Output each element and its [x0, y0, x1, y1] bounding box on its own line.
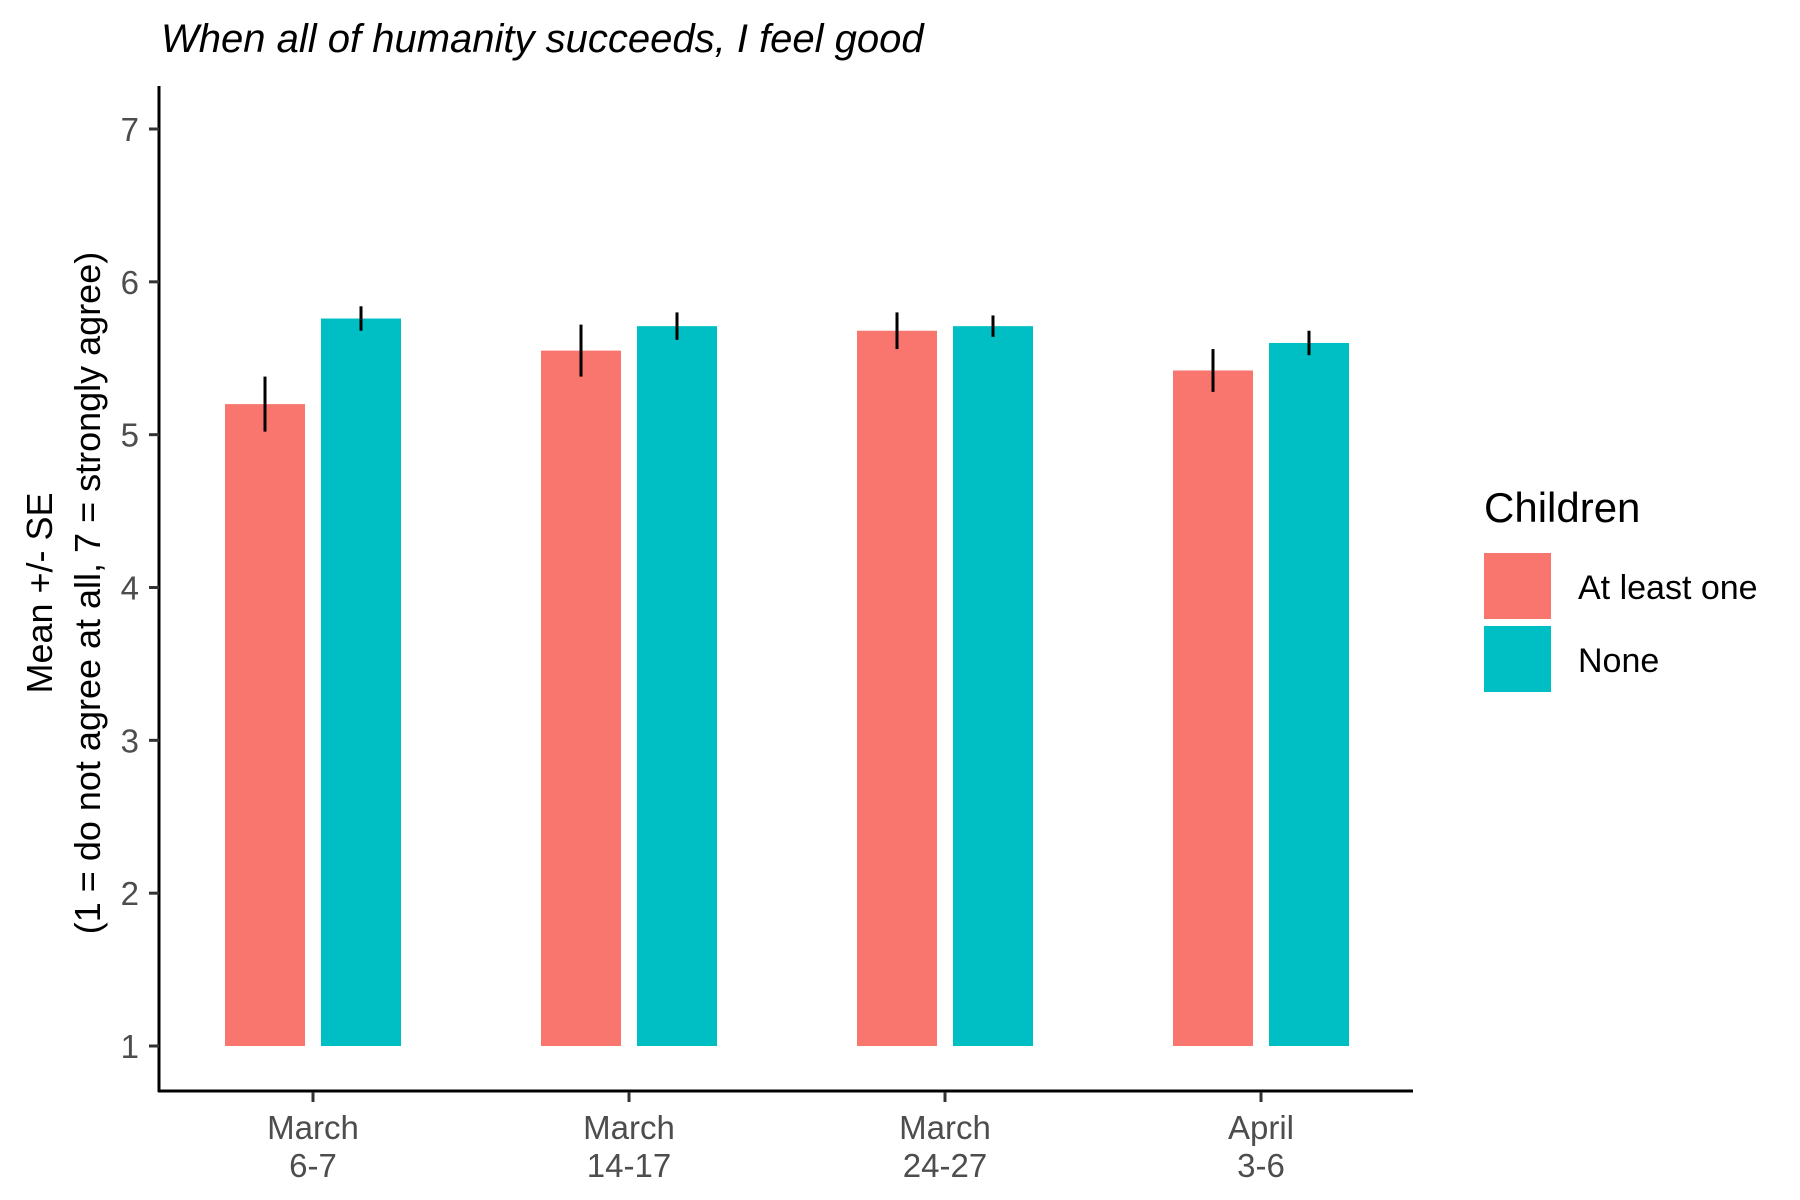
y-axis-ticks: 1 2 3 4 5 6 7: [121, 111, 159, 1065]
legend-label-none: None: [1578, 642, 1659, 680]
legend-label-at-least-one: At least one: [1578, 569, 1758, 607]
y-tick-label-4: 4: [121, 570, 139, 607]
bar-at-least-one-0: [225, 404, 305, 1047]
y-axis-title-line-2: (1 = do not agree at all, 7 = strongly a…: [67, 252, 108, 934]
y-tick-label-3: 3: [121, 722, 139, 759]
x-tick-label-0: March 6-7: [267, 1109, 359, 1184]
y-tick-label-7: 7: [121, 111, 139, 148]
bar-at-least-one-2: [857, 330, 937, 1046]
legend: Children At least one None: [1484, 484, 1758, 692]
legend-swatch-none: [1484, 626, 1551, 692]
y-tick-label-5: 5: [121, 417, 139, 454]
bar-at-least-one-3: [1173, 370, 1253, 1046]
x-tick-label-3: April 3-6: [1228, 1109, 1294, 1184]
legend-title: Children: [1484, 484, 1640, 531]
y-tick-label-6: 6: [121, 264, 139, 301]
x-tick-label-2: March 24-27: [899, 1109, 991, 1184]
chart-title: When all of humanity succeeds, I feel go…: [161, 17, 925, 61]
y-tick-label-2: 2: [121, 875, 139, 912]
bar-none-3: [1269, 342, 1349, 1046]
y-tick-label-1: 1: [121, 1028, 139, 1065]
legend-item-none: None: [1484, 626, 1659, 692]
bars: [225, 318, 1349, 1047]
bar-none-2: [953, 326, 1033, 1046]
y-axis-title-line-1: Mean +/- SE: [19, 492, 60, 693]
legend-item-at-least-one: At least one: [1484, 553, 1758, 619]
bar-at-least-one-1: [541, 350, 621, 1046]
bar-none-1: [637, 326, 717, 1046]
error-bars: [263, 306, 1311, 432]
x-tick-label-1: March 14-17: [583, 1109, 675, 1184]
y-axis-title: Mean +/- SE (1 = do not agree at all, 7 …: [19, 252, 108, 934]
x-axis-ticks: March 6-7 March 14-17 March 24-27 April 3-6: [267, 1092, 1294, 1184]
legend-swatch-at-least-one: [1484, 553, 1551, 619]
bar-none-0: [321, 318, 401, 1047]
